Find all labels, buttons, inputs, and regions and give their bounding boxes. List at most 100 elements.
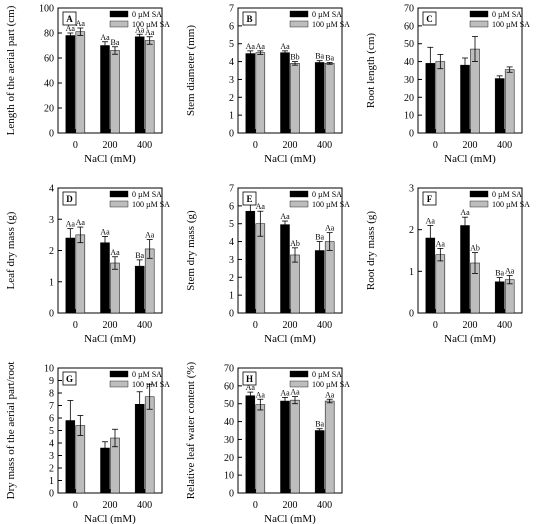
x-tick-label: 400 <box>137 500 152 511</box>
significance-label: Aa <box>66 220 76 229</box>
y-axis-label: Root length (cm) <box>365 33 377 108</box>
x-tick-label: 0 <box>253 320 258 331</box>
y-axis-label: Dry mass of the aerial part/root <box>5 362 17 500</box>
y-tick-label: 100 <box>39 4 54 15</box>
significance-label: Bb <box>290 53 299 62</box>
bar-sa100 <box>324 400 335 494</box>
y-axis-label: Leaf dry mass (g) <box>5 211 17 289</box>
bar-sa100 <box>504 279 515 314</box>
y-tick-label: 6 <box>229 201 234 212</box>
x-tick-label: 400 <box>317 140 332 151</box>
y-tick-label: 4 <box>229 57 234 68</box>
significance-label: Aa <box>246 42 256 51</box>
significance-label: Ba <box>111 38 120 47</box>
y-tick-label: 0 <box>229 309 234 320</box>
y-axis-label: Length of the aerial part (cm) <box>5 5 17 135</box>
x-tick-label: 0 <box>73 140 78 151</box>
y-tick-label: 4 <box>229 237 234 248</box>
legend-swatch <box>109 380 129 388</box>
x-tick-label: 200 <box>103 320 118 331</box>
y-tick-label: 7 <box>49 401 54 412</box>
bar-sa0 <box>314 430 325 494</box>
y-tick-label: 1 <box>229 291 234 302</box>
y-tick-label: 2 <box>229 93 234 104</box>
panel-label-box <box>242 11 257 26</box>
significance-label: Aa <box>100 227 110 236</box>
significance-label: Aa <box>246 383 256 392</box>
panel-label: C <box>426 14 433 24</box>
bar-sa0 <box>134 36 145 134</box>
y-tick-label: 0 <box>49 489 54 500</box>
panel-label-box <box>62 371 77 386</box>
panel-label: H <box>246 374 253 384</box>
y-axis-label: Relative leaf water content (%) <box>185 361 197 499</box>
y-tick-label: 6 <box>49 414 54 425</box>
y-tick-label: 1 <box>49 476 54 487</box>
y-tick-label: 70 <box>404 4 414 15</box>
significance-label: Ba <box>315 420 324 429</box>
y-tick-label: 8 <box>49 389 54 400</box>
x-axis-label: NaCl (mM) <box>264 513 316 524</box>
bar-sa100 <box>324 241 335 314</box>
bar-sa100 <box>75 31 86 134</box>
legend-swatch <box>109 200 129 208</box>
x-tick-label: 0 <box>73 500 78 511</box>
bar-sa100 <box>504 69 515 134</box>
y-tick-label: 3 <box>229 255 234 266</box>
bar-sa0 <box>494 78 505 134</box>
legend-label: 100 µM SA <box>312 200 350 209</box>
y-tick-label: 10 <box>404 111 414 122</box>
significance-label: Aa <box>325 224 335 233</box>
y-tick-label: 30 <box>224 435 234 446</box>
significance-label: Aa <box>66 24 76 33</box>
y-tick-label: 40 <box>224 417 234 428</box>
legend-swatch <box>469 20 489 28</box>
legend-label: 0 µM SA <box>312 190 342 199</box>
bar-sa0 <box>134 404 145 494</box>
y-tick-label: 4 <box>49 184 54 195</box>
legend-swatch <box>469 10 489 18</box>
bar-sa0 <box>100 447 110 494</box>
legend-label: 0 µM SA <box>312 370 342 379</box>
bar-sa100 <box>290 63 300 134</box>
y-tick-label: 60 <box>44 54 54 65</box>
legend-swatch <box>289 370 309 378</box>
y-tick-label: 0 <box>49 309 54 320</box>
y-tick-label: 0 <box>229 489 234 500</box>
y-tick-label: 2 <box>49 464 54 475</box>
legend-swatch <box>109 190 129 198</box>
legend-label: 0 µM SA <box>132 370 162 379</box>
y-tick-label: 80 <box>44 29 54 40</box>
y-tick-label: 0 <box>49 129 54 140</box>
bar-sa0 <box>280 52 290 134</box>
bar-sa0 <box>280 224 290 314</box>
bar-sa100 <box>255 52 266 134</box>
x-tick-label: 200 <box>463 320 478 331</box>
significance-label: Aa <box>280 388 290 397</box>
y-tick-label: 50 <box>404 39 414 50</box>
significance-label: Aa <box>100 33 110 42</box>
bar-sa0 <box>65 237 76 314</box>
x-tick-label: 0 <box>253 140 258 151</box>
y-tick-label: 7 <box>229 184 234 195</box>
panel-label: F <box>427 194 433 204</box>
bar-sa0 <box>100 242 110 314</box>
panel-label: B <box>246 14 252 24</box>
panel-label-box <box>422 11 437 26</box>
significance-label: Aa <box>325 390 335 399</box>
legend-label: 0 µM SA <box>132 190 162 199</box>
significance-label: Aa <box>256 202 266 211</box>
significance-label: Aa <box>76 218 86 227</box>
bar-sa100 <box>144 396 155 494</box>
significance-label: Aa <box>256 390 266 399</box>
panel-label: A <box>66 14 73 24</box>
y-tick-label: 7 <box>229 4 234 15</box>
y-tick-label: 5 <box>229 39 234 50</box>
y-tick-label: 3 <box>409 184 414 195</box>
legend-swatch <box>289 190 309 198</box>
